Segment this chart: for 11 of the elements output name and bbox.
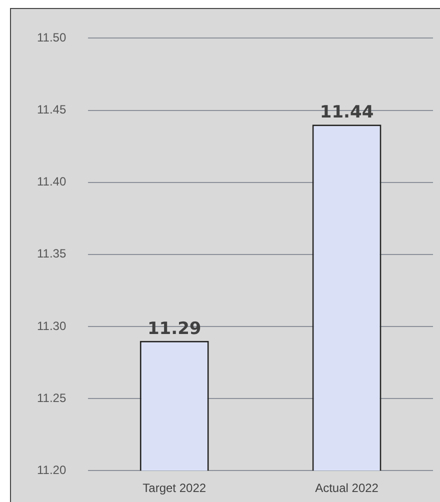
y-tick-label: 11.40 [37, 174, 66, 189]
y-tick-label: 11.30 [37, 318, 66, 333]
x-tick-label: Target 2022 [142, 481, 206, 496]
x-tick-label: Actual 2022 [315, 481, 379, 496]
y-tick-label: 11.25 [37, 390, 66, 405]
data-label: 11.29 [147, 318, 202, 339]
data-label: 11.44 [320, 102, 374, 123]
y-tick-label: 11.50 [37, 30, 66, 45]
y-tick-label: 11.45 [37, 102, 66, 117]
y-tick-label: 11.20 [37, 462, 66, 477]
y-tick-label: 11.35 [37, 246, 66, 261]
